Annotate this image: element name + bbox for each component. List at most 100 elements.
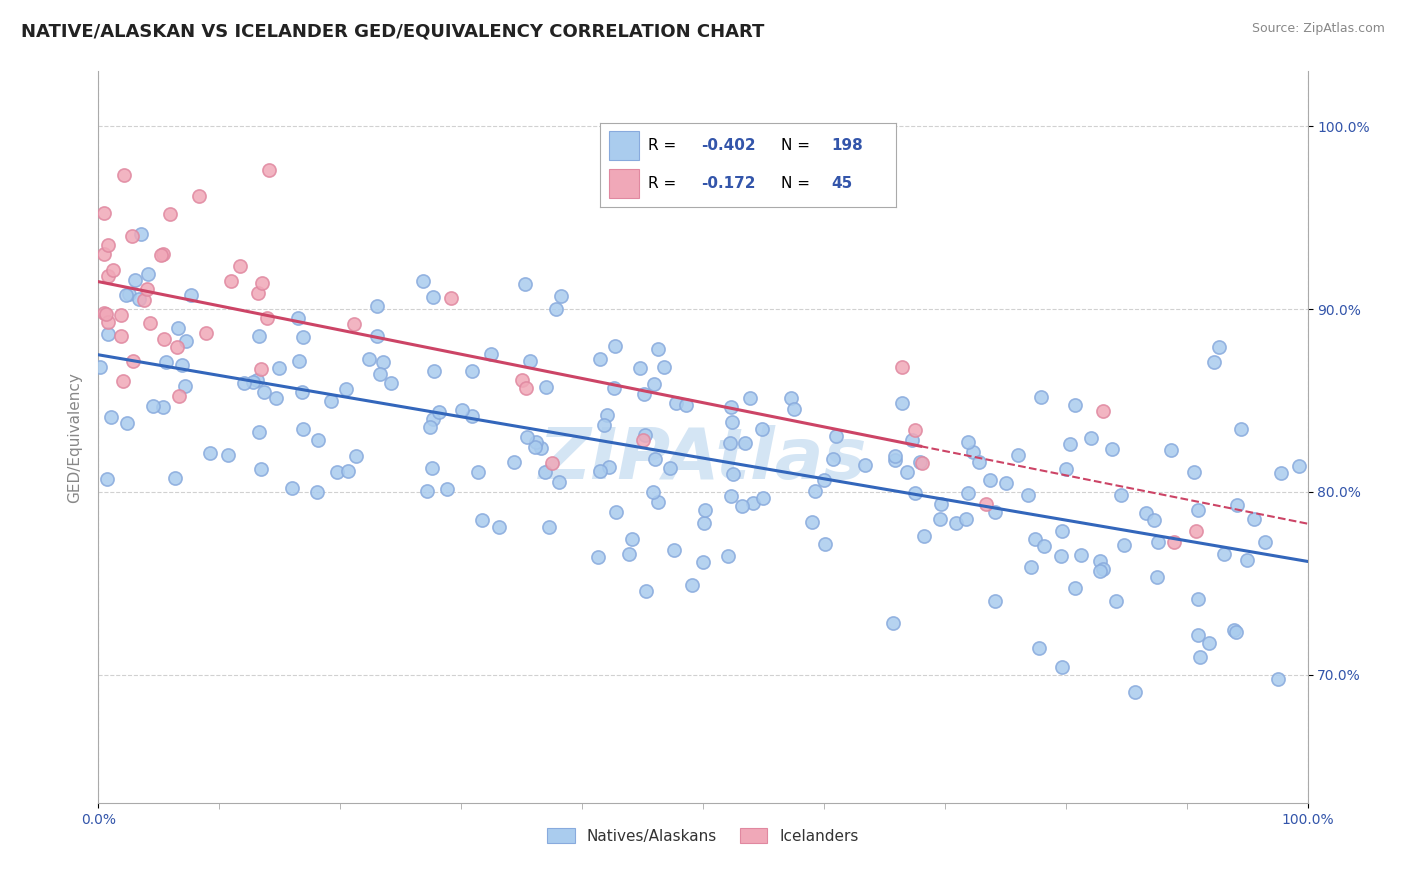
- Point: [633, 387, 655, 401]
- Point: [1213, 547, 1236, 561]
- Point: [371, 355, 394, 369]
- Point: [1226, 498, 1249, 512]
- Point: [250, 462, 273, 476]
- Point: [884, 453, 907, 467]
- Point: [198, 446, 221, 460]
- Point: [247, 286, 270, 301]
- Point: [634, 584, 657, 599]
- Point: [644, 452, 666, 467]
- Point: [89, 359, 111, 374]
- Point: [97, 268, 120, 283]
- Point: [1288, 459, 1310, 474]
- Point: [121, 353, 143, 368]
- Point: [110, 329, 132, 343]
- Point: [103, 263, 125, 277]
- Point: [1223, 624, 1246, 638]
- Point: [641, 485, 664, 500]
- Point: [292, 422, 315, 436]
- Point: [152, 400, 174, 414]
- Point: [912, 529, 935, 543]
- Point: [366, 328, 388, 343]
- Point: [983, 594, 1005, 608]
- Point: [1070, 549, 1092, 563]
- Point: [911, 456, 934, 470]
- Point: [801, 515, 824, 529]
- Point: [253, 384, 276, 399]
- Point: [658, 461, 681, 475]
- Point: [93, 306, 115, 320]
- Point: [647, 342, 669, 356]
- Point: [343, 317, 366, 331]
- Point: [110, 308, 132, 322]
- Point: [813, 537, 835, 551]
- Point: [1267, 672, 1289, 686]
- Point: [731, 499, 754, 513]
- Point: [246, 373, 269, 387]
- Legend: Natives/Alaskans, Icelanders: Natives/Alaskans, Icelanders: [541, 822, 865, 850]
- Point: [782, 401, 804, 416]
- Point: [994, 476, 1017, 491]
- Point: [1059, 436, 1081, 450]
- Point: [1160, 442, 1182, 457]
- Point: [134, 293, 156, 308]
- Point: [824, 429, 846, 443]
- Point: [217, 448, 239, 462]
- Point: [174, 334, 197, 348]
- Point: [1163, 535, 1185, 549]
- Point: [97, 238, 120, 252]
- Point: [779, 391, 801, 405]
- Point: [1187, 503, 1209, 517]
- Point: [900, 433, 922, 447]
- Point: [256, 310, 278, 325]
- Point: [519, 353, 541, 368]
- Point: [1091, 562, 1114, 576]
- Point: [929, 497, 952, 511]
- Point: [742, 495, 765, 509]
- Point: [550, 289, 572, 303]
- Point: [187, 189, 209, 203]
- Point: [813, 473, 835, 487]
- Point: [721, 415, 744, 429]
- Point: [195, 326, 218, 340]
- Point: [173, 379, 195, 393]
- Point: [631, 433, 654, 447]
- Point: [1187, 628, 1209, 642]
- Point: [1024, 532, 1046, 546]
- Point: [752, 491, 775, 505]
- Point: [548, 475, 571, 489]
- Point: [1142, 513, 1164, 527]
- Point: [1225, 625, 1247, 640]
- Point: [1033, 539, 1056, 553]
- Point: [172, 358, 194, 372]
- Point: [1146, 569, 1168, 583]
- Point: [523, 441, 546, 455]
- Point: [643, 377, 665, 392]
- Point: [662, 543, 685, 558]
- Point: [461, 409, 484, 423]
- Point: [516, 430, 538, 444]
- Point: [219, 274, 242, 288]
- Point: [229, 260, 252, 274]
- Point: [115, 287, 138, 301]
- Point: [155, 355, 177, 369]
- Point: [823, 451, 845, 466]
- Point: [1230, 422, 1253, 436]
- Point: [242, 375, 264, 389]
- Point: [652, 359, 675, 374]
- Point: [675, 398, 697, 412]
- Point: [335, 382, 357, 396]
- Point: [321, 394, 343, 409]
- Point: [647, 495, 669, 509]
- Point: [368, 367, 391, 381]
- Point: [1135, 506, 1157, 520]
- Point: [307, 433, 329, 447]
- Point: [530, 442, 553, 456]
- Point: [721, 467, 744, 481]
- Point: [984, 504, 1007, 518]
- Point: [287, 310, 309, 325]
- Point: [1050, 549, 1073, 563]
- Point: [896, 465, 918, 479]
- Point: [100, 410, 122, 425]
- Point: [165, 471, 187, 485]
- Point: [1017, 488, 1039, 502]
